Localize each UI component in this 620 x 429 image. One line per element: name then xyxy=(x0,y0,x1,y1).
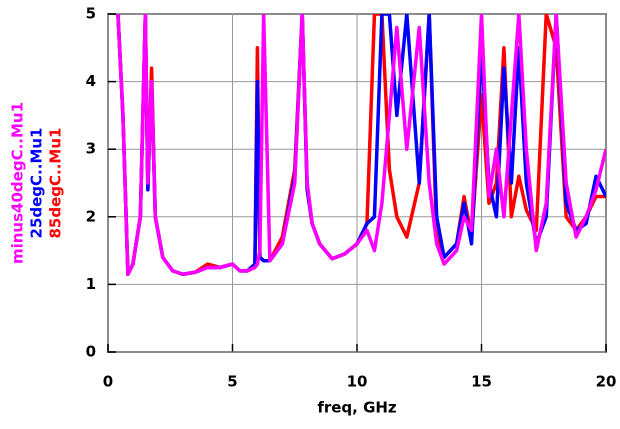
x-tick-label: 20 xyxy=(596,373,617,391)
y-tick-label: 2 xyxy=(86,207,96,225)
x-axis-label: freq, GHz xyxy=(317,399,397,417)
x-tick-label: 0 xyxy=(103,373,113,391)
legend-entry: 85degC..Mu1 xyxy=(47,128,65,239)
labels: 0 5 10 15 20 0 1 2 3 4 5 minus40degC..Mu1 25degC..Mu… xyxy=(9,5,617,391)
x-tick-label: 5 xyxy=(227,373,237,391)
y-tick-label: 0 xyxy=(86,343,96,361)
y-tick-label: 3 xyxy=(86,140,96,158)
lines xyxy=(116,14,606,277)
series-line xyxy=(116,14,606,277)
x-tick-label: 10 xyxy=(347,373,368,391)
y-tick-label: 4 xyxy=(86,72,96,90)
y-tick-label: 5 xyxy=(86,5,96,23)
legend-entry: minus40degC..Mu1 xyxy=(9,102,27,264)
legend-entry: 25degC..Mu1 xyxy=(28,128,46,239)
y-tick-label: 1 xyxy=(86,275,96,293)
x-tick-label: 15 xyxy=(471,373,492,391)
